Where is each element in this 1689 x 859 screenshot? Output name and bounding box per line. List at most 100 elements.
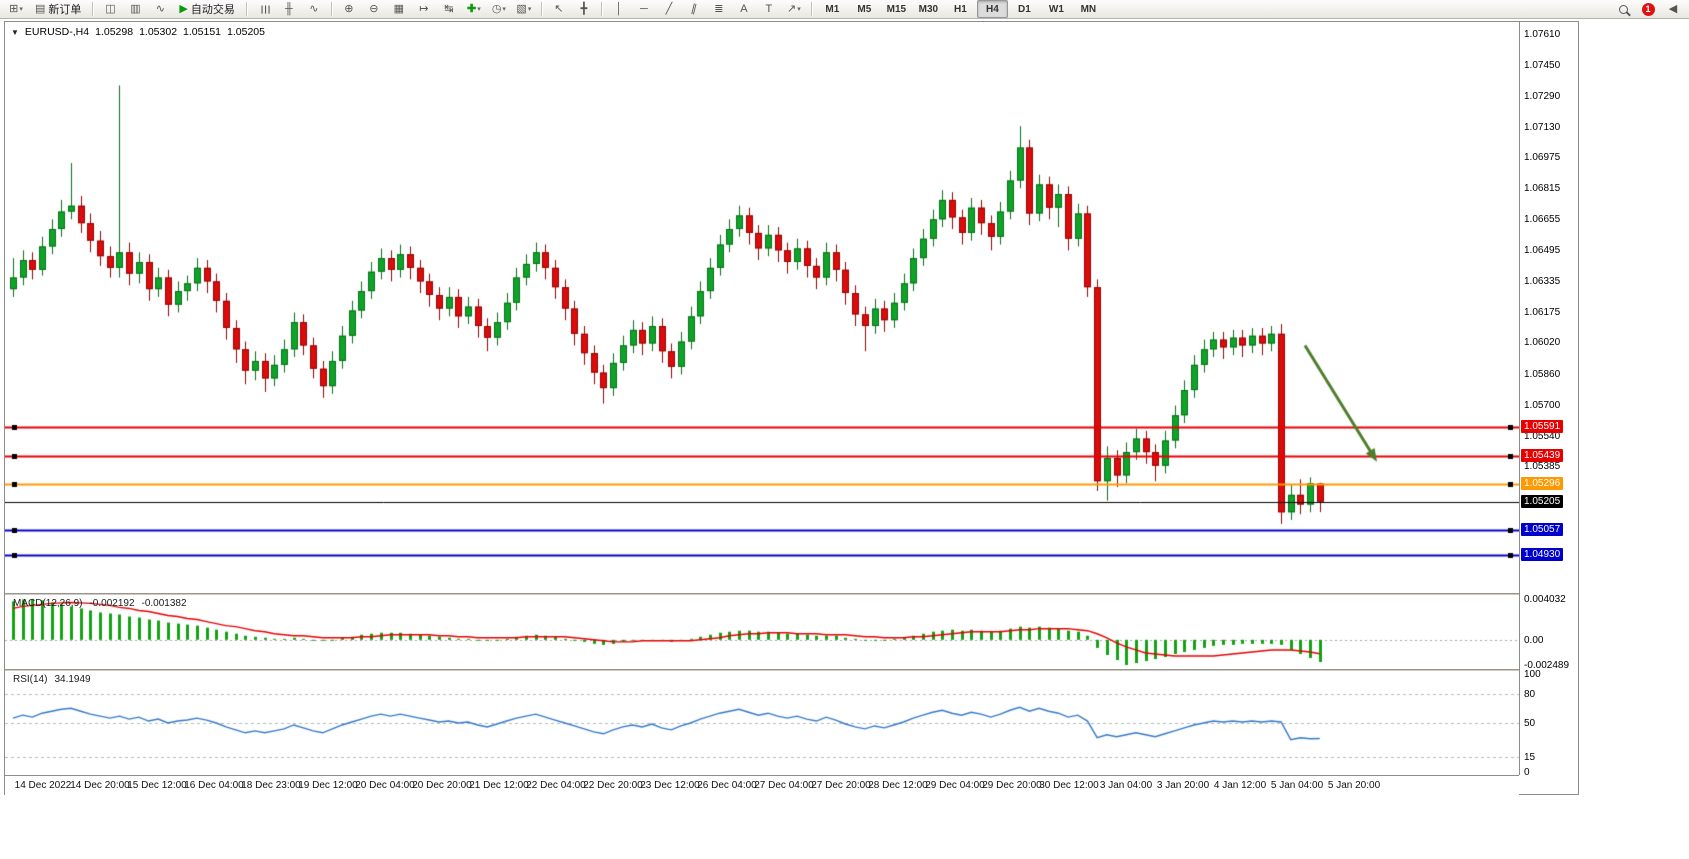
price-level-badge: 1.05296	[1521, 476, 1564, 490]
template-icon: ▧	[516, 2, 527, 15]
toolbar-separator	[92, 2, 94, 16]
panel-divider[interactable]	[5, 593, 1578, 595]
chart-shift-icon: ↹	[444, 2, 454, 15]
trendline-button[interactable]: ╱	[657, 0, 681, 18]
rsi-axis-label: 0	[1524, 767, 1530, 778]
rsi-value: 34.1949	[54, 674, 91, 685]
time-axis-label: 3 Jan 04:00	[1099, 780, 1153, 791]
zoom-in-button[interactable]: ⊕	[337, 0, 361, 18]
chart-shift-button[interactable]: ↹	[437, 0, 461, 18]
tile-windows-icon: ▦	[393, 2, 405, 15]
symbol-period: EURUSD-,H4	[24, 26, 90, 38]
notification-button[interactable]: 1	[1636, 0, 1660, 18]
macd-value-signal: -0.001382	[141, 598, 187, 609]
candlestick-icon: ╫	[284, 2, 293, 15]
text-button[interactable]: A	[732, 0, 756, 18]
zoom-out-icon: ⊖	[369, 2, 379, 15]
zoom-out-button[interactable]: ⊖	[362, 0, 386, 18]
text-label-button[interactable]: T	[757, 0, 781, 18]
price-level-badge: 1.05205	[1521, 494, 1564, 508]
profiles-button[interactable]: ▥	[123, 0, 147, 18]
autotrading-button[interactable]: ▶ 自动交易	[173, 0, 240, 18]
indicators-button[interactable]: ✚ ▾	[462, 0, 486, 18]
horizontal-line-button[interactable]: ─	[632, 0, 656, 18]
price-level-badge: 1.04930	[1521, 547, 1564, 561]
channel-button[interactable]: ∥	[682, 0, 706, 18]
time-axis-label: 30 Dec 12:00	[1039, 780, 1099, 791]
price-axis-label: 1.07290	[1524, 91, 1561, 103]
time-axis-label: 19 Dec 12:00	[298, 780, 358, 791]
vertical-line-button[interactable]: │	[607, 0, 631, 18]
macd-label: MACD(12,26,9) -0.002192 -0.001382	[13, 598, 187, 609]
timeframe-h1-button[interactable]: H1	[953, 3, 967, 15]
auto-scroll-button[interactable]: ↦	[412, 0, 436, 18]
time-axis-label: 20 Dec 20:00	[412, 780, 472, 791]
candlestick-chart-button[interactable]: ╫	[277, 0, 301, 18]
search-button[interactable]	[1611, 0, 1635, 18]
timeframe-m5-button[interactable]: M5	[857, 3, 872, 15]
time-axis-label: 16 Dec 04:00	[184, 780, 244, 791]
cursor-button[interactable]: ↖	[547, 0, 571, 18]
templates-button[interactable]: ▧ ▾	[512, 0, 536, 18]
play-icon: ▶	[179, 2, 188, 15]
price-axis-label: 1.06020	[1524, 337, 1561, 349]
price-axis-label: 1.06655	[1524, 214, 1561, 226]
toolbar-separator	[540, 2, 542, 16]
clock-icon: ◷	[491, 2, 502, 15]
tile-windows-button[interactable]: ▦	[387, 0, 411, 18]
new-order-button[interactable]: ▤ 新订单	[29, 0, 87, 18]
time-axis[interactable]: 14 Dec 2022 14 Dec 20:00 15 Dec 12:00 16 De…	[5, 775, 1519, 795]
text-icon: A	[740, 2, 748, 15]
chevron-down-icon: ▾	[477, 6, 481, 13]
line-chart-button[interactable]: ∿	[302, 0, 326, 18]
crosshair-button[interactable]: ╋	[572, 0, 596, 18]
time-axis-label: 21 Dec 12:00	[469, 780, 529, 791]
quote-close: 1.05205	[227, 26, 265, 38]
signals-button[interactable]: ∿	[148, 0, 172, 18]
cursor-icon: ↖	[554, 2, 564, 15]
rsi-panel-canvas[interactable]	[5, 671, 1519, 775]
new-chart-icon: ⊞	[9, 2, 19, 15]
price-level-badge: 1.05591	[1521, 419, 1564, 433]
panel-divider[interactable]	[5, 669, 1578, 671]
price-axis-label: 1.07130	[1524, 122, 1561, 134]
timeframe-m15-button[interactable]: M15	[886, 3, 907, 15]
timeframe-w1-button[interactable]: W1	[1048, 3, 1064, 15]
timeframe-mn-button[interactable]: MN	[1080, 3, 1097, 15]
time-axis-label: 5 Jan 04:00	[1270, 780, 1324, 791]
chart-window: ▼ EURUSD-,H4 1.05298 1.05302 1.05151 1.0…	[4, 21, 1579, 795]
price-axis-label: 1.07610	[1524, 28, 1561, 40]
price-axis[interactable]: 1.07610 1.07450 1.07290 1.07130 1.06975 1.068…	[1519, 22, 1578, 778]
new-chart-button[interactable]: ⊞ ▾	[4, 0, 28, 18]
autotrading-label: 自动交易	[190, 4, 235, 16]
macd-value-main: -0.002192	[89, 598, 135, 609]
time-axis-label: 27 Dec 04:00	[754, 780, 814, 791]
collapse-icon[interactable]: ▼	[11, 27, 19, 37]
chevron-down-icon: ▾	[797, 6, 801, 13]
rsi-label: RSI(14) 34.1949	[13, 674, 91, 685]
quote-open: 1.05298	[95, 26, 134, 38]
vertical-line-icon: │	[615, 2, 623, 15]
bar-chart-button[interactable]: ☰	[252, 0, 276, 18]
timeframe-h4-button[interactable]: H4	[976, 0, 1008, 18]
price-chart-canvas[interactable]	[5, 22, 1519, 593]
time-axis-label: 3 Jan 20:00	[1156, 780, 1210, 791]
rsi-axis-label: 15	[1524, 752, 1536, 764]
fibonacci-button[interactable]: ≣	[707, 0, 731, 18]
chevron-down-icon: ▾	[527, 6, 532, 13]
macd-panel-canvas[interactable]	[5, 595, 1519, 669]
chevron-down-icon: ▾	[502, 6, 506, 13]
charts-button[interactable]: ◫	[98, 0, 122, 18]
price-axis-label: 1.05385	[1524, 460, 1561, 472]
timeframe-m1-button[interactable]: M1	[825, 3, 840, 15]
price-axis-label: 1.05860	[1524, 368, 1561, 380]
timeframe-d1-button[interactable]: D1	[1017, 3, 1031, 15]
periods-button[interactable]: ◷ ▾	[487, 0, 511, 18]
macd-axis-label: 0.00	[1524, 634, 1544, 646]
time-axis-label: 27 Dec 20:00	[811, 780, 871, 791]
timeframe-m30-button[interactable]: M30	[918, 3, 939, 15]
rsi-axis-label: 50	[1524, 718, 1536, 729]
arrows-button[interactable]: ↗ ▾	[782, 0, 806, 18]
text-label-icon: T	[765, 2, 773, 15]
speaker-button[interactable]: ◀	[1661, 0, 1685, 18]
